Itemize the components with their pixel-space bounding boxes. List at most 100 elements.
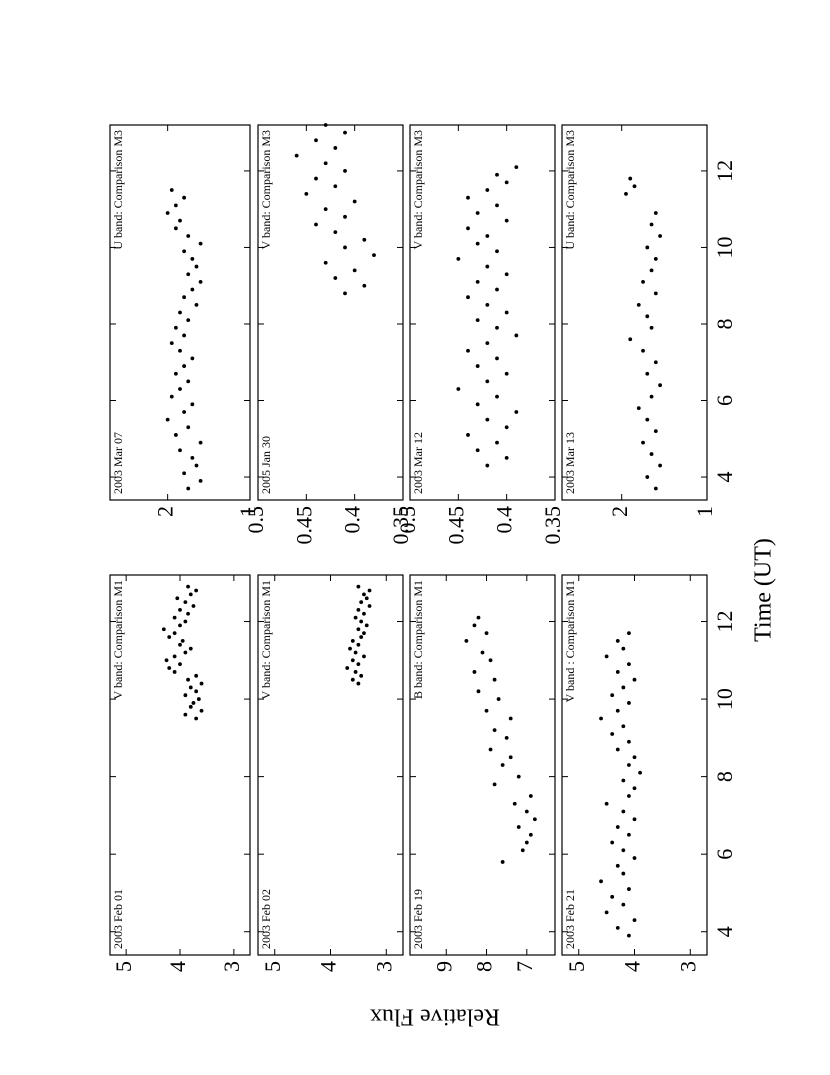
data-point <box>649 325 654 330</box>
x-tick-label: 10 <box>712 236 737 258</box>
data-point <box>362 654 366 659</box>
data-point <box>627 887 631 891</box>
data-point <box>615 825 620 829</box>
y-tick-label: 2 <box>607 506 632 517</box>
data-point <box>649 222 654 227</box>
data-point <box>645 475 650 479</box>
data-point <box>495 325 499 330</box>
data-point <box>314 138 318 143</box>
data-point <box>604 910 609 915</box>
y-tick-label: 5 <box>564 961 589 972</box>
data-point <box>173 226 178 231</box>
data-point <box>186 486 191 491</box>
data-point <box>475 448 480 453</box>
data-point <box>632 786 637 791</box>
panel-frame <box>561 124 708 501</box>
data-point <box>190 402 195 407</box>
y-tick-label: 7 <box>512 961 537 972</box>
data-point <box>198 478 203 483</box>
data-point <box>188 646 193 651</box>
data-point <box>182 195 187 200</box>
data-point <box>495 203 499 208</box>
data-point <box>198 279 203 284</box>
data-point <box>524 809 529 814</box>
data-point <box>167 666 172 670</box>
data-point <box>343 169 347 173</box>
data-point <box>514 333 519 338</box>
data-point <box>191 604 196 608</box>
data-point <box>632 918 637 923</box>
x-tick-label: 10 <box>712 688 737 710</box>
data-point <box>621 778 626 783</box>
data-point <box>456 387 461 391</box>
data-point <box>343 245 347 250</box>
data-point <box>182 410 187 414</box>
data-point <box>472 670 477 674</box>
data-point <box>658 463 662 468</box>
data-point <box>186 379 191 384</box>
x-tick-label: 4 <box>712 926 737 937</box>
rotated-figure: Relative Flux Time (UT) 3 4 5 2003 Feb 01 V … <box>109 123 777 1030</box>
data-point <box>621 685 626 690</box>
data-point <box>653 257 658 261</box>
data-point <box>356 681 361 686</box>
data-point <box>492 782 497 787</box>
data-point <box>190 287 195 292</box>
data-point <box>164 658 169 663</box>
data-point <box>359 600 364 605</box>
data-point <box>475 241 480 246</box>
panel-date: 2003 Feb 21 <box>563 889 577 949</box>
data-point <box>610 693 615 698</box>
data-point <box>359 635 364 639</box>
data-point <box>345 666 350 670</box>
data-point <box>182 364 187 368</box>
data-point <box>362 283 367 288</box>
y-tick-label: 1 <box>692 506 717 517</box>
data-point <box>173 371 178 376</box>
data-point <box>364 623 369 628</box>
x-tick-label: 8 <box>712 318 737 329</box>
data-point <box>190 356 195 361</box>
data-point <box>615 639 620 643</box>
data-point <box>485 463 490 468</box>
data-point <box>356 642 361 647</box>
data-point <box>362 237 367 242</box>
panel-date: 2003 Feb 02 <box>259 889 273 949</box>
panel-band: U band: Comparison M3 <box>111 130 125 250</box>
panel-date: 2005 Jan 30 <box>259 436 273 494</box>
data-point <box>352 268 357 273</box>
data-point <box>343 214 347 219</box>
data-point <box>484 708 489 713</box>
data-point <box>475 279 480 284</box>
data-point <box>178 348 182 353</box>
data-point <box>632 184 637 189</box>
data-point <box>362 611 366 616</box>
panel-date: 2003 Mar 13 <box>563 432 577 494</box>
data-point <box>636 302 641 307</box>
y-tick-label: 4 <box>316 961 341 972</box>
data-point <box>343 130 347 135</box>
data-point <box>186 234 191 238</box>
data-point <box>333 146 338 150</box>
data-point <box>323 207 328 212</box>
data-point <box>362 631 366 636</box>
data-point <box>615 670 620 674</box>
data-point <box>183 619 188 624</box>
data-point <box>183 600 188 605</box>
y-tick-label: 5 <box>111 961 136 972</box>
y-tick-label: 0.5 <box>243 506 268 534</box>
data-point <box>624 191 628 196</box>
data-point <box>169 188 174 192</box>
data-point <box>504 180 509 185</box>
data-point <box>194 264 199 269</box>
panel-band: B band: Comparison M1 <box>411 580 425 699</box>
data-point <box>188 704 193 709</box>
data-point <box>367 604 372 608</box>
data-point <box>356 627 361 632</box>
data-point <box>466 226 470 231</box>
data-point <box>658 383 662 388</box>
data-point <box>649 452 654 456</box>
data-point <box>653 486 658 491</box>
data-point <box>495 356 499 361</box>
